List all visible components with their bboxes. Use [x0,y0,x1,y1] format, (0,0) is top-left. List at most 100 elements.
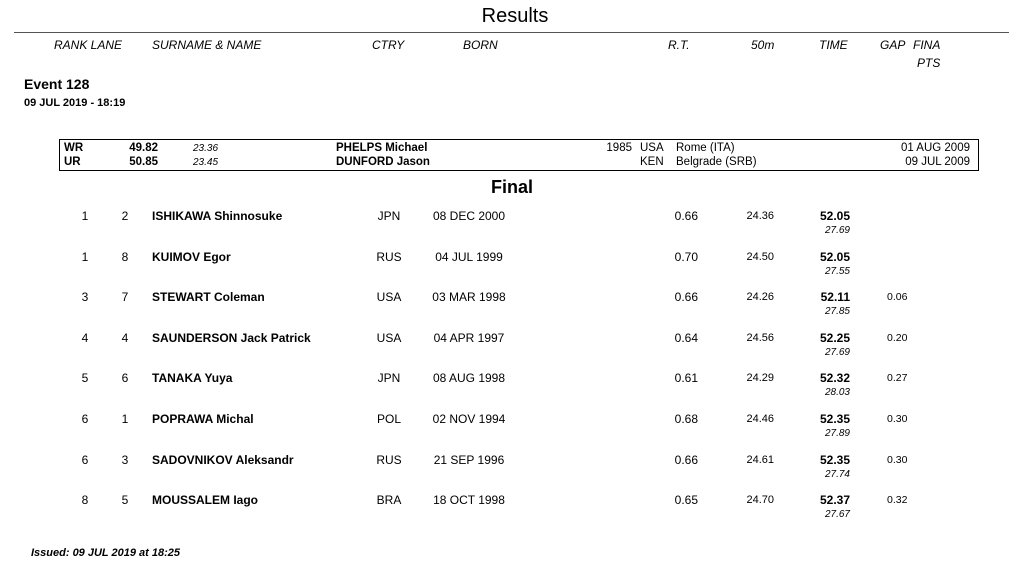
rank: 5 [81,371,89,386]
column-header-country: CTRY [372,38,405,52]
reaction-time: 0.66 [674,209,698,223]
birth-date: 03 MAR 1998 [432,290,506,305]
lane: 1 [121,412,129,426]
split-50m: 24.26 [746,291,774,304]
athlete-name: ISHIKAWA Shinnosuke [152,209,283,223]
final-time: 52.25 [819,330,850,345]
split-100m: 27.55 [824,265,850,277]
split-50m: 24.61 [746,453,774,466]
final-time: 52.35 [819,412,850,426]
reaction-time: 0.64 [674,330,698,345]
split-100m: 27.89 [824,428,850,439]
final-time: 52.05 [819,209,850,223]
column-header-name: SURNAME & NAME [152,38,262,52]
birth-date: 21 SEP 1996 [433,452,505,467]
athlete-name: SAUNDERSON Jack Patrick [152,330,311,345]
lane: 2 [121,209,129,223]
gap-to-leader: 0.30 [887,453,908,466]
record-time: 49.82 [129,142,158,154]
split-50m: 24.46 [746,413,774,425]
column-header-born: BORN [463,38,498,52]
country: POL [376,412,401,426]
rank: 6 [81,412,89,426]
lane: 7 [121,290,129,305]
record-split: 23.45 [193,157,219,168]
record-code: UR [64,156,81,168]
split-50m: 24.29 [746,372,774,385]
record-split: 23.36 [193,143,219,154]
column-header-gap: GAP [880,38,906,52]
record-time: 50.85 [129,156,158,168]
lane: 3 [121,452,129,467]
event-datetime: 09 JUL 2019 - 18:19 [24,97,126,109]
reaction-time: 0.61 [674,371,698,386]
split-100m: 27.69 [824,346,850,358]
reaction-time: 0.66 [674,452,698,467]
gap-to-leader: 0.32 [887,494,908,507]
lane: 6 [121,371,129,386]
birth-date: 02 NOV 1994 [432,412,506,426]
rank: 4 [81,330,89,345]
column-header-fina: FINA [913,38,941,52]
athlete-name: POPRAWA Michal [152,412,254,426]
column-header-time: TIME [819,38,848,52]
gap-to-leader: 0.27 [887,372,908,385]
final-time: 52.11 [820,290,850,305]
athlete-name: MOUSSALEM Iago [152,493,259,508]
birth-date: 08 AUG 1998 [432,371,506,386]
split-50m: 24.56 [746,331,774,344]
column-header-points: PTS [917,56,941,70]
birth-date: 18 OCT 1998 [433,493,505,508]
birth-date: 04 APR 1997 [433,330,505,345]
lane: 4 [121,330,129,345]
rank: 1 [81,249,89,264]
phase-title: Final [490,177,533,197]
issued-timestamp: Issued: 09 JUL 2019 at 18:25 [31,547,180,559]
final-time: 52.35 [819,452,850,467]
gap-to-leader: 0.20 [887,331,908,344]
athlete-name: KUIMOV Egor [152,249,231,264]
reaction-time: 0.70 [674,249,698,264]
country: RUS [376,452,402,467]
birth-date: 08 DEC 2000 [432,209,506,223]
country: BRA [376,493,402,508]
rank: 6 [81,452,89,467]
split-50m: 24.50 [746,250,774,263]
reaction-time: 0.65 [674,493,698,508]
record-place: Belgrade (SRB) [676,156,757,168]
split-100m: 27.67 [824,509,850,521]
final-time: 52.37 [819,493,850,508]
split-100m: 27.85 [824,306,850,318]
record-born: 1985 [606,142,632,154]
record-holder-name: PHELPS Michael [336,142,428,154]
header-rule [14,32,1009,33]
split-50m: 24.36 [746,210,774,222]
birth-date: 04 JUL 1999 [435,249,503,264]
final-time: 52.32 [819,371,850,386]
athlete-name: TANAKA Yuya [152,371,233,386]
column-header-reaction-time: R.T. [668,38,690,52]
country: RUS [376,249,402,264]
athlete-name: STEWART Coleman [152,290,265,305]
rank: 8 [81,493,89,508]
split-100m: 27.69 [824,225,850,236]
split-100m: 27.74 [824,468,850,480]
records-box [59,139,979,171]
lane: 5 [121,493,129,508]
country: USA [376,330,402,345]
country: JPN [377,209,401,223]
column-header-split: 50m [751,38,775,52]
reaction-time: 0.66 [674,290,698,305]
country: JPN [377,371,401,386]
event-name: Event 128 [24,76,90,92]
gap-to-leader: 0.06 [887,291,908,304]
record-date: 01 AUG 2009 [900,142,970,154]
reaction-time: 0.68 [674,412,698,426]
rank: 1 [81,209,89,223]
record-country: KEN [640,156,664,168]
split-100m: 28.03 [824,387,850,399]
final-time: 52.05 [819,249,850,264]
athlete-name: SADOVNIKOV Aleksandr [152,452,294,467]
record-code: WR [64,142,84,154]
record-date: 09 JUL 2009 [905,156,970,168]
